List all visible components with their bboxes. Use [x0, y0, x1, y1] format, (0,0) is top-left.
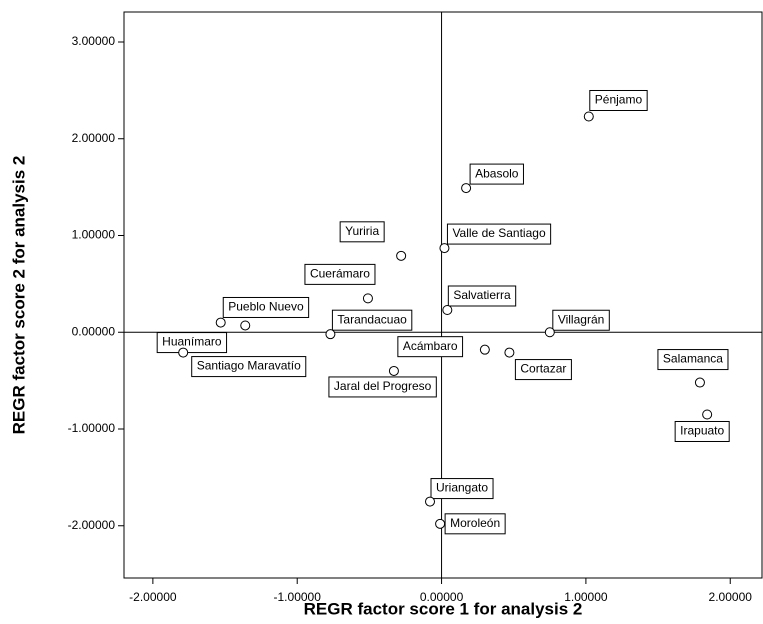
plot-frame — [123, 11, 763, 579]
point-label-box — [304, 263, 376, 285]
point — [504, 347, 515, 358]
point-label-box — [331, 309, 413, 331]
y-tick-label: 2.00000 — [72, 131, 116, 145]
point-label: Huanímaro — [162, 335, 222, 349]
y-axis-title: REGR factor score 2 for analysis 2 — [9, 156, 28, 435]
point-label-box — [339, 221, 385, 243]
y-tick-label: 0.00000 — [72, 324, 116, 338]
point-label-box — [446, 223, 552, 245]
point-label: Valle de Santiago — [452, 226, 546, 240]
point — [215, 317, 226, 328]
point — [694, 377, 705, 388]
point-label: Pénjamo — [595, 93, 643, 107]
point-label-box — [552, 309, 610, 331]
point-label: Jaral del Progreso — [334, 379, 432, 393]
point-label: Santiago Maravatío — [197, 359, 301, 373]
point-label-box — [222, 296, 310, 318]
point-label-box — [328, 376, 437, 398]
point-label: Abasolo — [475, 166, 519, 180]
point — [240, 320, 251, 331]
point — [425, 496, 436, 507]
point — [583, 111, 594, 122]
point — [442, 304, 453, 315]
y-tick-label: 3.00000 — [72, 34, 116, 48]
point — [435, 518, 446, 529]
point — [362, 293, 373, 304]
x-tick-label: -2.00000 — [129, 590, 177, 604]
point-label-box — [674, 420, 730, 442]
point-label-box — [514, 359, 572, 381]
point-label: Irapuato — [680, 424, 724, 438]
point — [396, 250, 407, 261]
x-axis-title: REGR factor score 1 for analysis 2 — [304, 599, 583, 618]
x-tick-label: 2.00000 — [709, 590, 753, 604]
point — [461, 183, 472, 194]
point-label-box — [589, 89, 648, 111]
point-label: Acámbaro — [403, 339, 458, 353]
point-label-box — [397, 336, 464, 358]
point-label: Cortazar — [520, 362, 566, 376]
point-label: Uriangato — [436, 481, 488, 495]
point-label-box — [469, 163, 524, 185]
point-label-box — [430, 478, 494, 500]
y-tick-label: -2.00000 — [68, 518, 116, 532]
point-label: Tarandacuao — [337, 312, 407, 326]
point — [702, 409, 713, 420]
x-tick-label: 1.00000 — [564, 590, 608, 604]
point — [439, 243, 450, 254]
point-label: Moroleón — [450, 516, 500, 530]
point-label-box — [447, 285, 517, 307]
point — [479, 344, 490, 355]
point-label: Cuerámaro — [310, 267, 370, 281]
point — [544, 327, 555, 338]
x-tick-label: 0.00000 — [420, 590, 464, 604]
point-label-box — [156, 332, 228, 354]
point-label: Salvatierra — [453, 288, 511, 302]
point-label: Yuriria — [345, 224, 379, 238]
point-label: Salamanca — [663, 352, 723, 366]
point-label: Villagrán — [558, 312, 604, 326]
y-tick-label: -1.00000 — [68, 421, 116, 435]
point — [325, 329, 336, 340]
y-tick-label: 1.00000 — [72, 228, 116, 242]
x-tick-label: -1.00000 — [274, 590, 322, 604]
point-label-box — [191, 356, 307, 378]
point-label-box — [657, 349, 729, 371]
point-label: Pueblo Nuevo — [228, 300, 304, 314]
point — [388, 365, 399, 376]
point — [178, 347, 189, 358]
